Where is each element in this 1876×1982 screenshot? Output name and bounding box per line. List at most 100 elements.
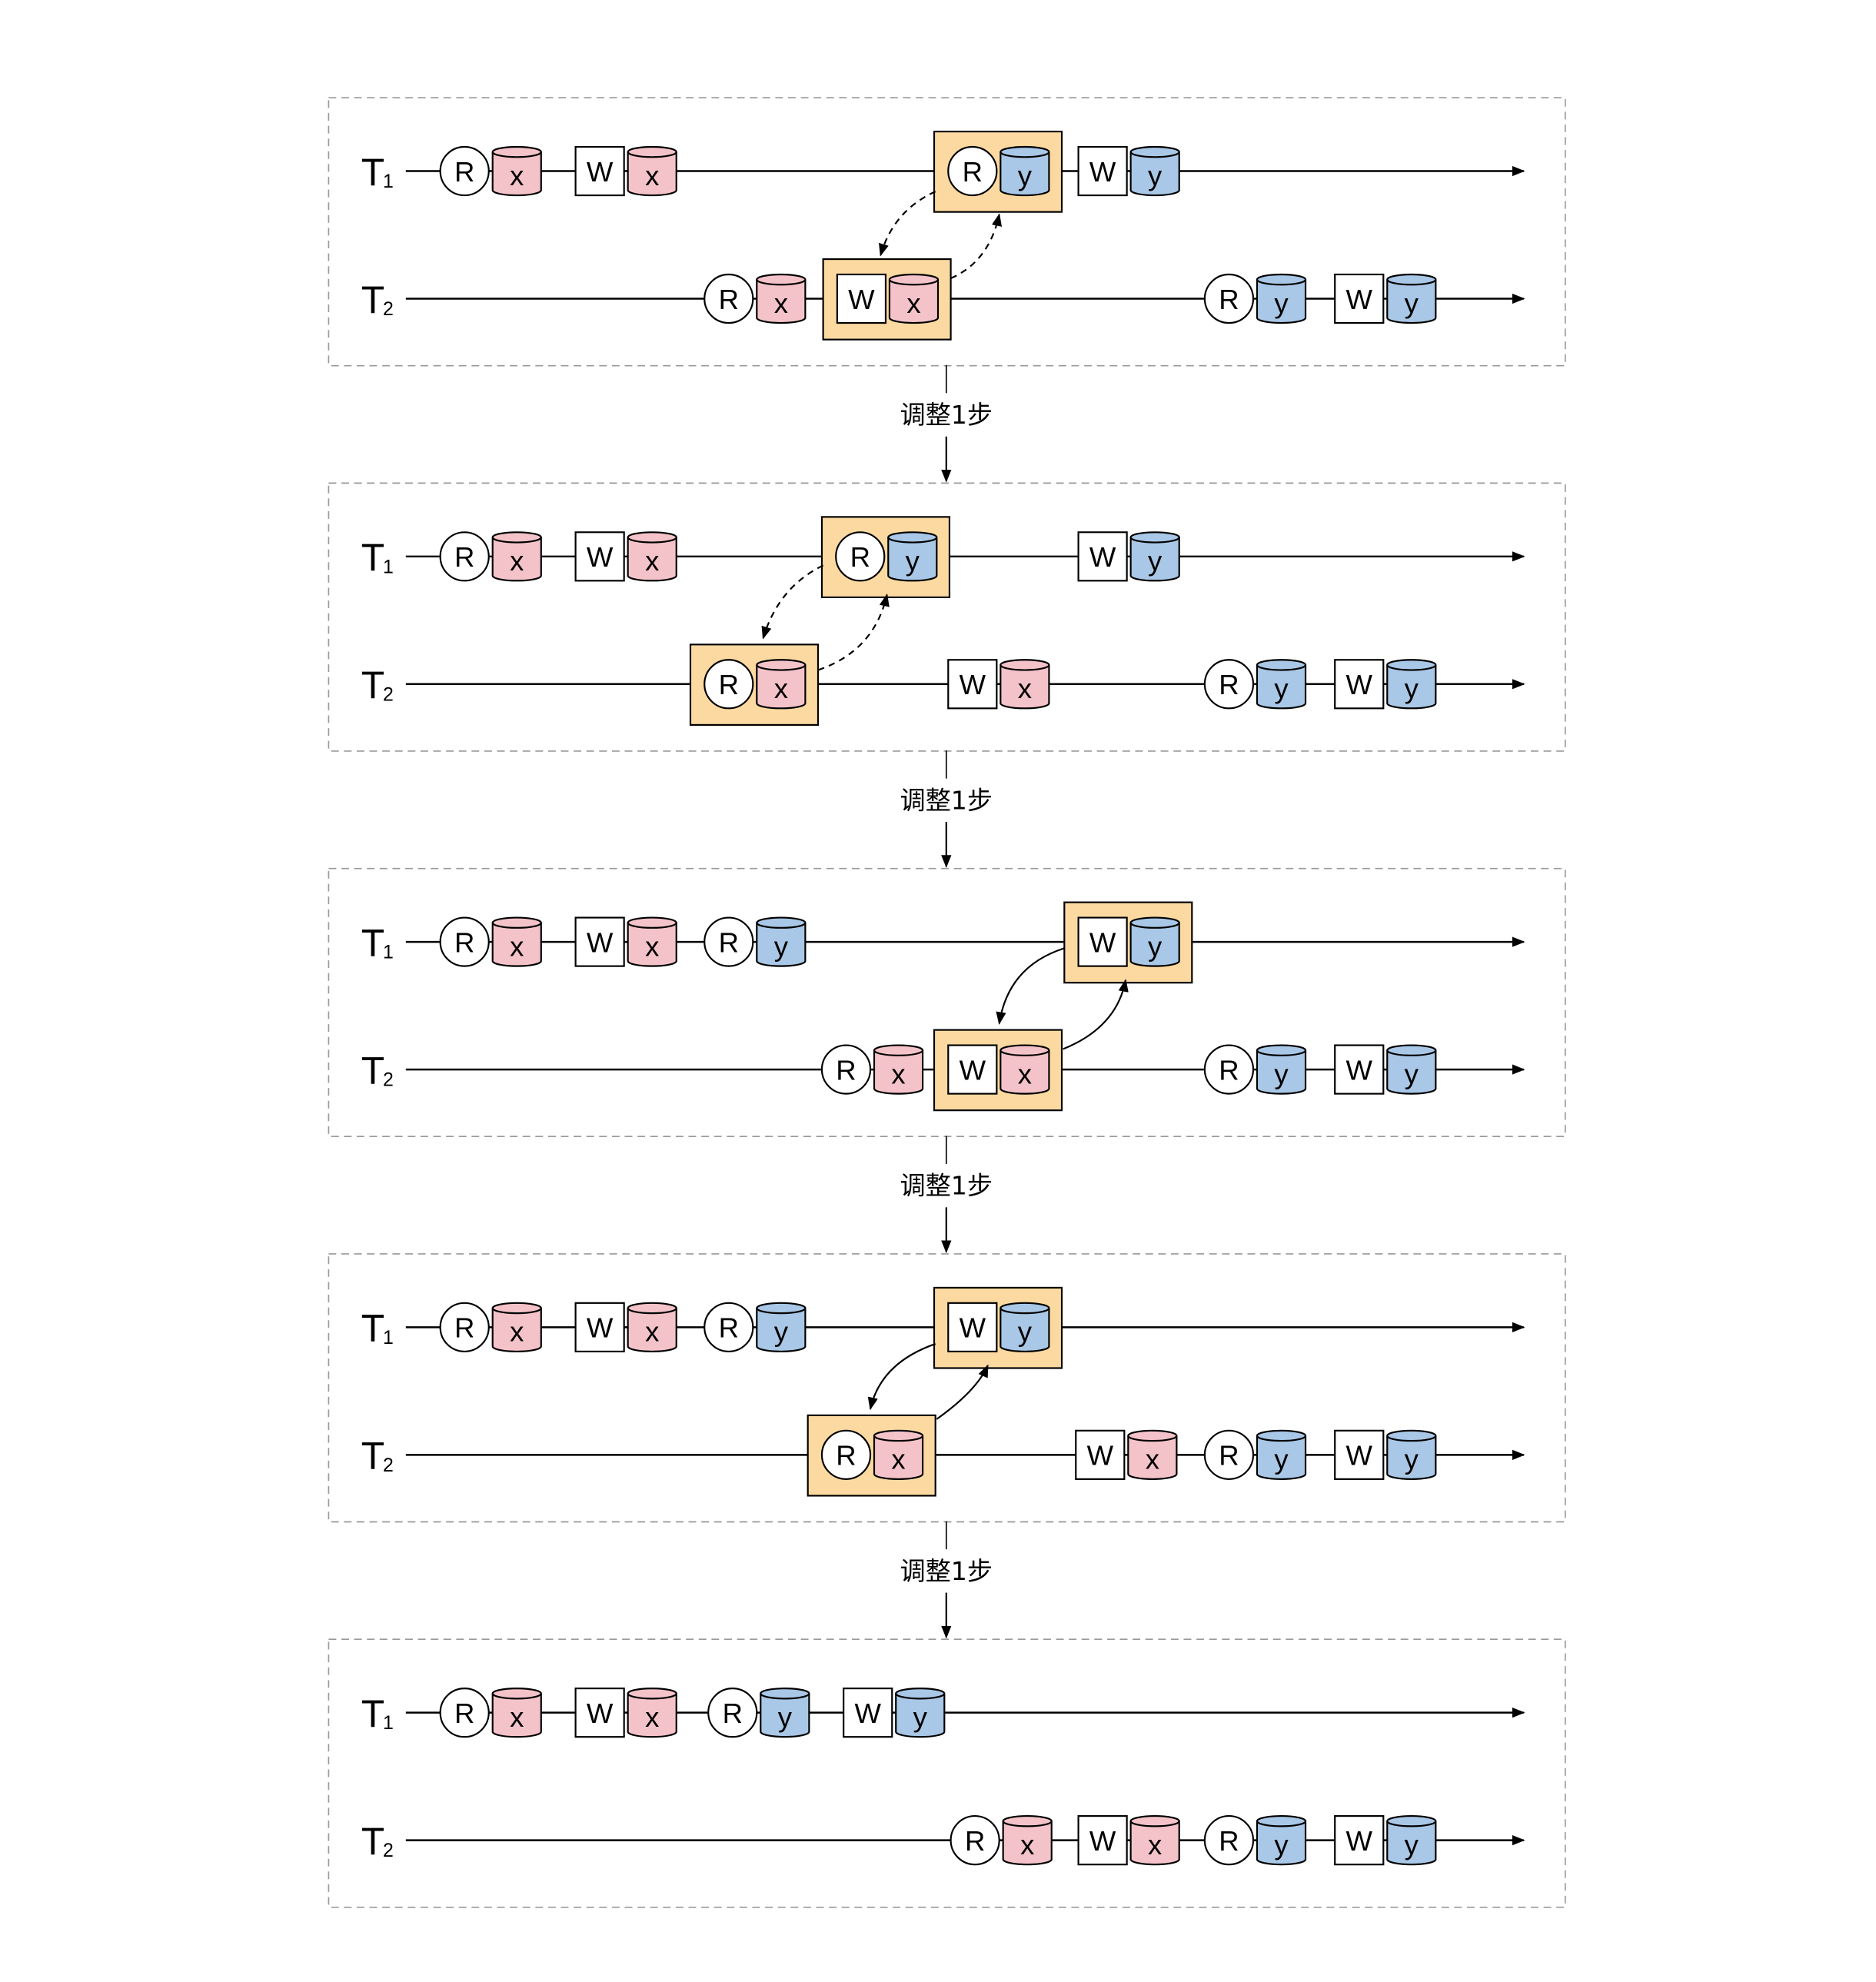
step-transition: 调整1步: [900, 364, 993, 483]
cylinder-top: [756, 659, 807, 671]
conflict-arrow: [936, 1364, 989, 1420]
cylinder-top: [756, 916, 807, 929]
data-item-label: x: [1018, 1058, 1032, 1089]
write-op-square: [843, 1688, 893, 1738]
data-item-label: y: [1274, 1058, 1289, 1089]
transaction-label: T: [361, 1435, 384, 1478]
op-label: W: [1089, 926, 1116, 958]
transaction-label-subscript: 1: [383, 942, 394, 963]
data-item-cylinder: [1000, 664, 1050, 710]
data-item-label: y: [778, 1701, 793, 1733]
data-item-cylinder: [1129, 923, 1180, 967]
op-label: R: [719, 669, 739, 700]
op-label: W: [848, 284, 875, 315]
cylinder-top: [627, 145, 677, 158]
transaction-label-subscript: 1: [383, 556, 394, 577]
write-op-square: [574, 531, 625, 582]
step-transition: 调整1步: [900, 1136, 993, 1254]
cylinder-top: [491, 1688, 542, 1700]
data-item-label: y: [913, 1701, 928, 1733]
op-label: R: [1219, 1825, 1239, 1857]
read-op-circle: [439, 1688, 490, 1738]
write-op-square: [1334, 1429, 1385, 1480]
data-item-label: x: [510, 545, 524, 577]
op-label: R: [454, 926, 474, 958]
data-item-label: x: [645, 160, 659, 191]
cylinder-top: [1256, 1044, 1307, 1056]
op-label: R: [454, 156, 474, 188]
transaction-label-subscript: 2: [383, 1840, 394, 1861]
op-label: R: [1219, 669, 1239, 700]
op-label: W: [960, 669, 986, 700]
data-item-label: x: [510, 1701, 524, 1733]
data-item-cylinder: [887, 537, 938, 582]
data-item-cylinder: [627, 1308, 677, 1352]
data-item-label: y: [1274, 673, 1289, 704]
op-label: W: [587, 1312, 614, 1344]
transaction-label-subscript: 2: [383, 298, 394, 320]
cylinder-top: [1386, 273, 1437, 286]
data-item-label: x: [645, 930, 659, 962]
read-op-circle: [704, 916, 754, 967]
op-label: R: [719, 284, 739, 315]
read-op-circle: [820, 1044, 872, 1095]
op-label: R: [836, 1054, 856, 1086]
cylinder-top: [1256, 273, 1307, 286]
write-op-square: [1077, 531, 1128, 582]
transaction-label-subscript: 1: [383, 1327, 394, 1348]
data-item-cylinder: [895, 1693, 946, 1738]
op-label: W: [1346, 1054, 1373, 1086]
transaction-label: T: [361, 663, 384, 707]
cylinder-top: [760, 1688, 810, 1700]
data-item-label: x: [510, 160, 524, 191]
cylinder-top: [895, 1688, 946, 1700]
panel-border: [328, 1638, 1566, 1908]
data-item-cylinder: [491, 923, 542, 967]
read-op-circle: [704, 273, 754, 324]
transaction-label: T: [361, 151, 384, 194]
data-item-label: x: [906, 288, 920, 319]
data-item-cylinder: [1386, 1435, 1437, 1480]
op-label: R: [454, 1698, 474, 1729]
op-label: R: [963, 156, 983, 188]
op-label: R: [850, 541, 870, 573]
write-op-square: [1075, 1429, 1126, 1480]
data-item-cylinder: [1129, 1821, 1180, 1866]
op-label: W: [1346, 669, 1373, 700]
op-label: R: [454, 1312, 474, 1344]
data-item-label: x: [1148, 1829, 1162, 1861]
read-op-circle: [704, 1302, 754, 1352]
read-op-circle: [1203, 1044, 1255, 1095]
cylinder-top: [873, 1044, 924, 1056]
cylinder-top: [1386, 659, 1437, 671]
step-transition: 调整1步: [900, 750, 993, 868]
cylinder-top: [756, 273, 807, 286]
op-label: W: [1089, 1825, 1116, 1857]
conflict-arrow: [950, 213, 1003, 279]
transaction-label-subscript: 2: [383, 1455, 394, 1476]
data-item-cylinder: [888, 279, 940, 324]
read-op-circle: [439, 916, 490, 967]
transaction-label: T: [361, 921, 384, 964]
data-item-cylinder: [1386, 664, 1437, 710]
data-item-label: x: [645, 1701, 659, 1733]
step-label: 调整1步: [900, 1171, 993, 1201]
